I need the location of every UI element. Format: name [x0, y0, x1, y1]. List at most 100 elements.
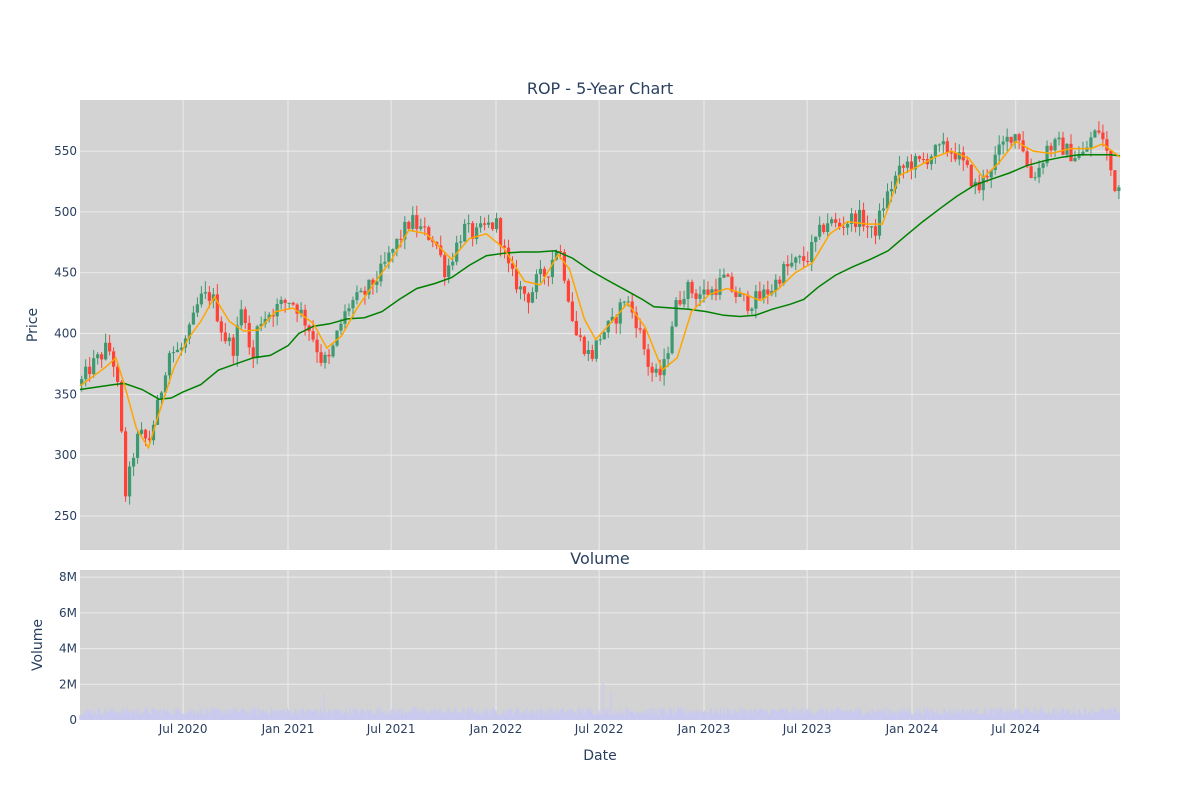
candle-body	[383, 261, 387, 264]
volume-bar	[616, 709, 618, 720]
candle-body	[646, 349, 650, 367]
volume-bar	[751, 714, 754, 720]
volume-bar	[931, 709, 934, 720]
volume-bar	[175, 708, 177, 720]
volume-bar	[477, 707, 479, 720]
volume-bar	[250, 708, 252, 720]
volume-bar	[1108, 707, 1110, 720]
volume-bar	[146, 707, 148, 720]
volume-bar	[464, 714, 466, 720]
volume-bar	[152, 707, 154, 720]
candle-body	[566, 280, 570, 302]
volume-bar	[1008, 713, 1010, 720]
volume-bar	[323, 694, 325, 720]
volume-bar	[177, 707, 179, 720]
volume-bar	[274, 710, 276, 720]
volume-bar	[318, 714, 320, 720]
volume-bar	[382, 711, 384, 720]
volume-bar	[658, 714, 660, 720]
volume-bar	[423, 710, 425, 720]
candle-body	[403, 221, 407, 240]
volume-bar	[235, 707, 237, 720]
date-tick-label: Jan 2022	[469, 722, 523, 736]
volume-bar	[191, 712, 193, 720]
volume-bar	[187, 711, 189, 720]
volume-bar	[217, 709, 219, 720]
volume-bar	[1083, 707, 1085, 720]
volume-bar	[325, 713, 327, 720]
volume-bar	[669, 708, 671, 720]
volume-bar	[667, 713, 669, 720]
ma-long-line	[79, 153, 1121, 400]
volume-bar	[183, 713, 185, 720]
volume-bar	[293, 712, 295, 720]
volume-bar	[654, 712, 657, 720]
volume-bar	[1058, 708, 1060, 720]
candle-body	[969, 164, 973, 187]
volume-bar	[170, 713, 172, 720]
volume-bar	[1114, 708, 1116, 720]
volume-bar	[731, 714, 733, 720]
volume-bar	[552, 712, 554, 720]
volume-bar	[458, 713, 461, 720]
volume-bar	[390, 710, 392, 720]
volume-bar	[180, 714, 183, 720]
volume-tick-label: 2M	[59, 677, 77, 691]
volume-bar	[983, 712, 985, 720]
volume-bar	[695, 709, 698, 720]
candle-body	[929, 156, 933, 165]
volume-bar	[536, 710, 538, 720]
volume-bar	[542, 712, 544, 720]
volume-bar	[221, 711, 224, 720]
volume-bar	[1066, 711, 1068, 720]
volume-bar	[713, 713, 715, 720]
volume-bar	[290, 709, 292, 720]
volume-bar	[124, 710, 127, 720]
volume-bar	[358, 714, 360, 720]
volume-bar	[127, 711, 129, 720]
volume-bar	[911, 714, 913, 720]
candle-body	[682, 298, 686, 305]
volume-bar	[455, 708, 457, 720]
volume-bar	[494, 709, 496, 720]
volume-bar	[648, 708, 650, 720]
volume-bar	[113, 711, 115, 720]
volume-bar	[593, 714, 595, 720]
volume-bar	[862, 715, 864, 720]
volume-bar	[961, 709, 963, 720]
candle-body	[363, 290, 367, 295]
candle-body	[913, 156, 918, 170]
candle-body	[830, 219, 834, 224]
volume-bar	[232, 710, 234, 720]
volume-bar	[603, 709, 605, 720]
volume-bar	[988, 709, 991, 720]
volume-bar	[757, 711, 759, 720]
volume-bar	[1061, 707, 1064, 720]
volume-bar	[832, 710, 834, 720]
volume-bar	[996, 711, 999, 720]
volume-bar	[457, 711, 459, 720]
volume-bar	[385, 714, 388, 720]
volume-bar	[934, 712, 936, 720]
volume-bar	[1081, 714, 1083, 720]
volume-bar	[827, 712, 829, 720]
candle-body	[550, 259, 555, 278]
volume-bar	[597, 713, 600, 720]
candle-body	[1061, 137, 1065, 155]
volume-bar	[607, 707, 609, 720]
volume-bar	[854, 708, 856, 720]
candle-body	[818, 224, 822, 237]
volume-bar	[502, 711, 504, 720]
candle-body	[694, 293, 698, 299]
volume-bar	[1034, 708, 1036, 720]
volume-bar	[949, 707, 951, 720]
volume-bar	[550, 710, 552, 720]
volume-bar	[894, 713, 896, 720]
volume-bar	[184, 713, 186, 720]
candle-body	[794, 257, 798, 263]
volume-bar	[1021, 712, 1024, 720]
volume-bar	[218, 708, 220, 720]
volume-bar	[709, 710, 711, 720]
volume-bar	[139, 713, 142, 720]
volume-bar	[912, 713, 914, 720]
